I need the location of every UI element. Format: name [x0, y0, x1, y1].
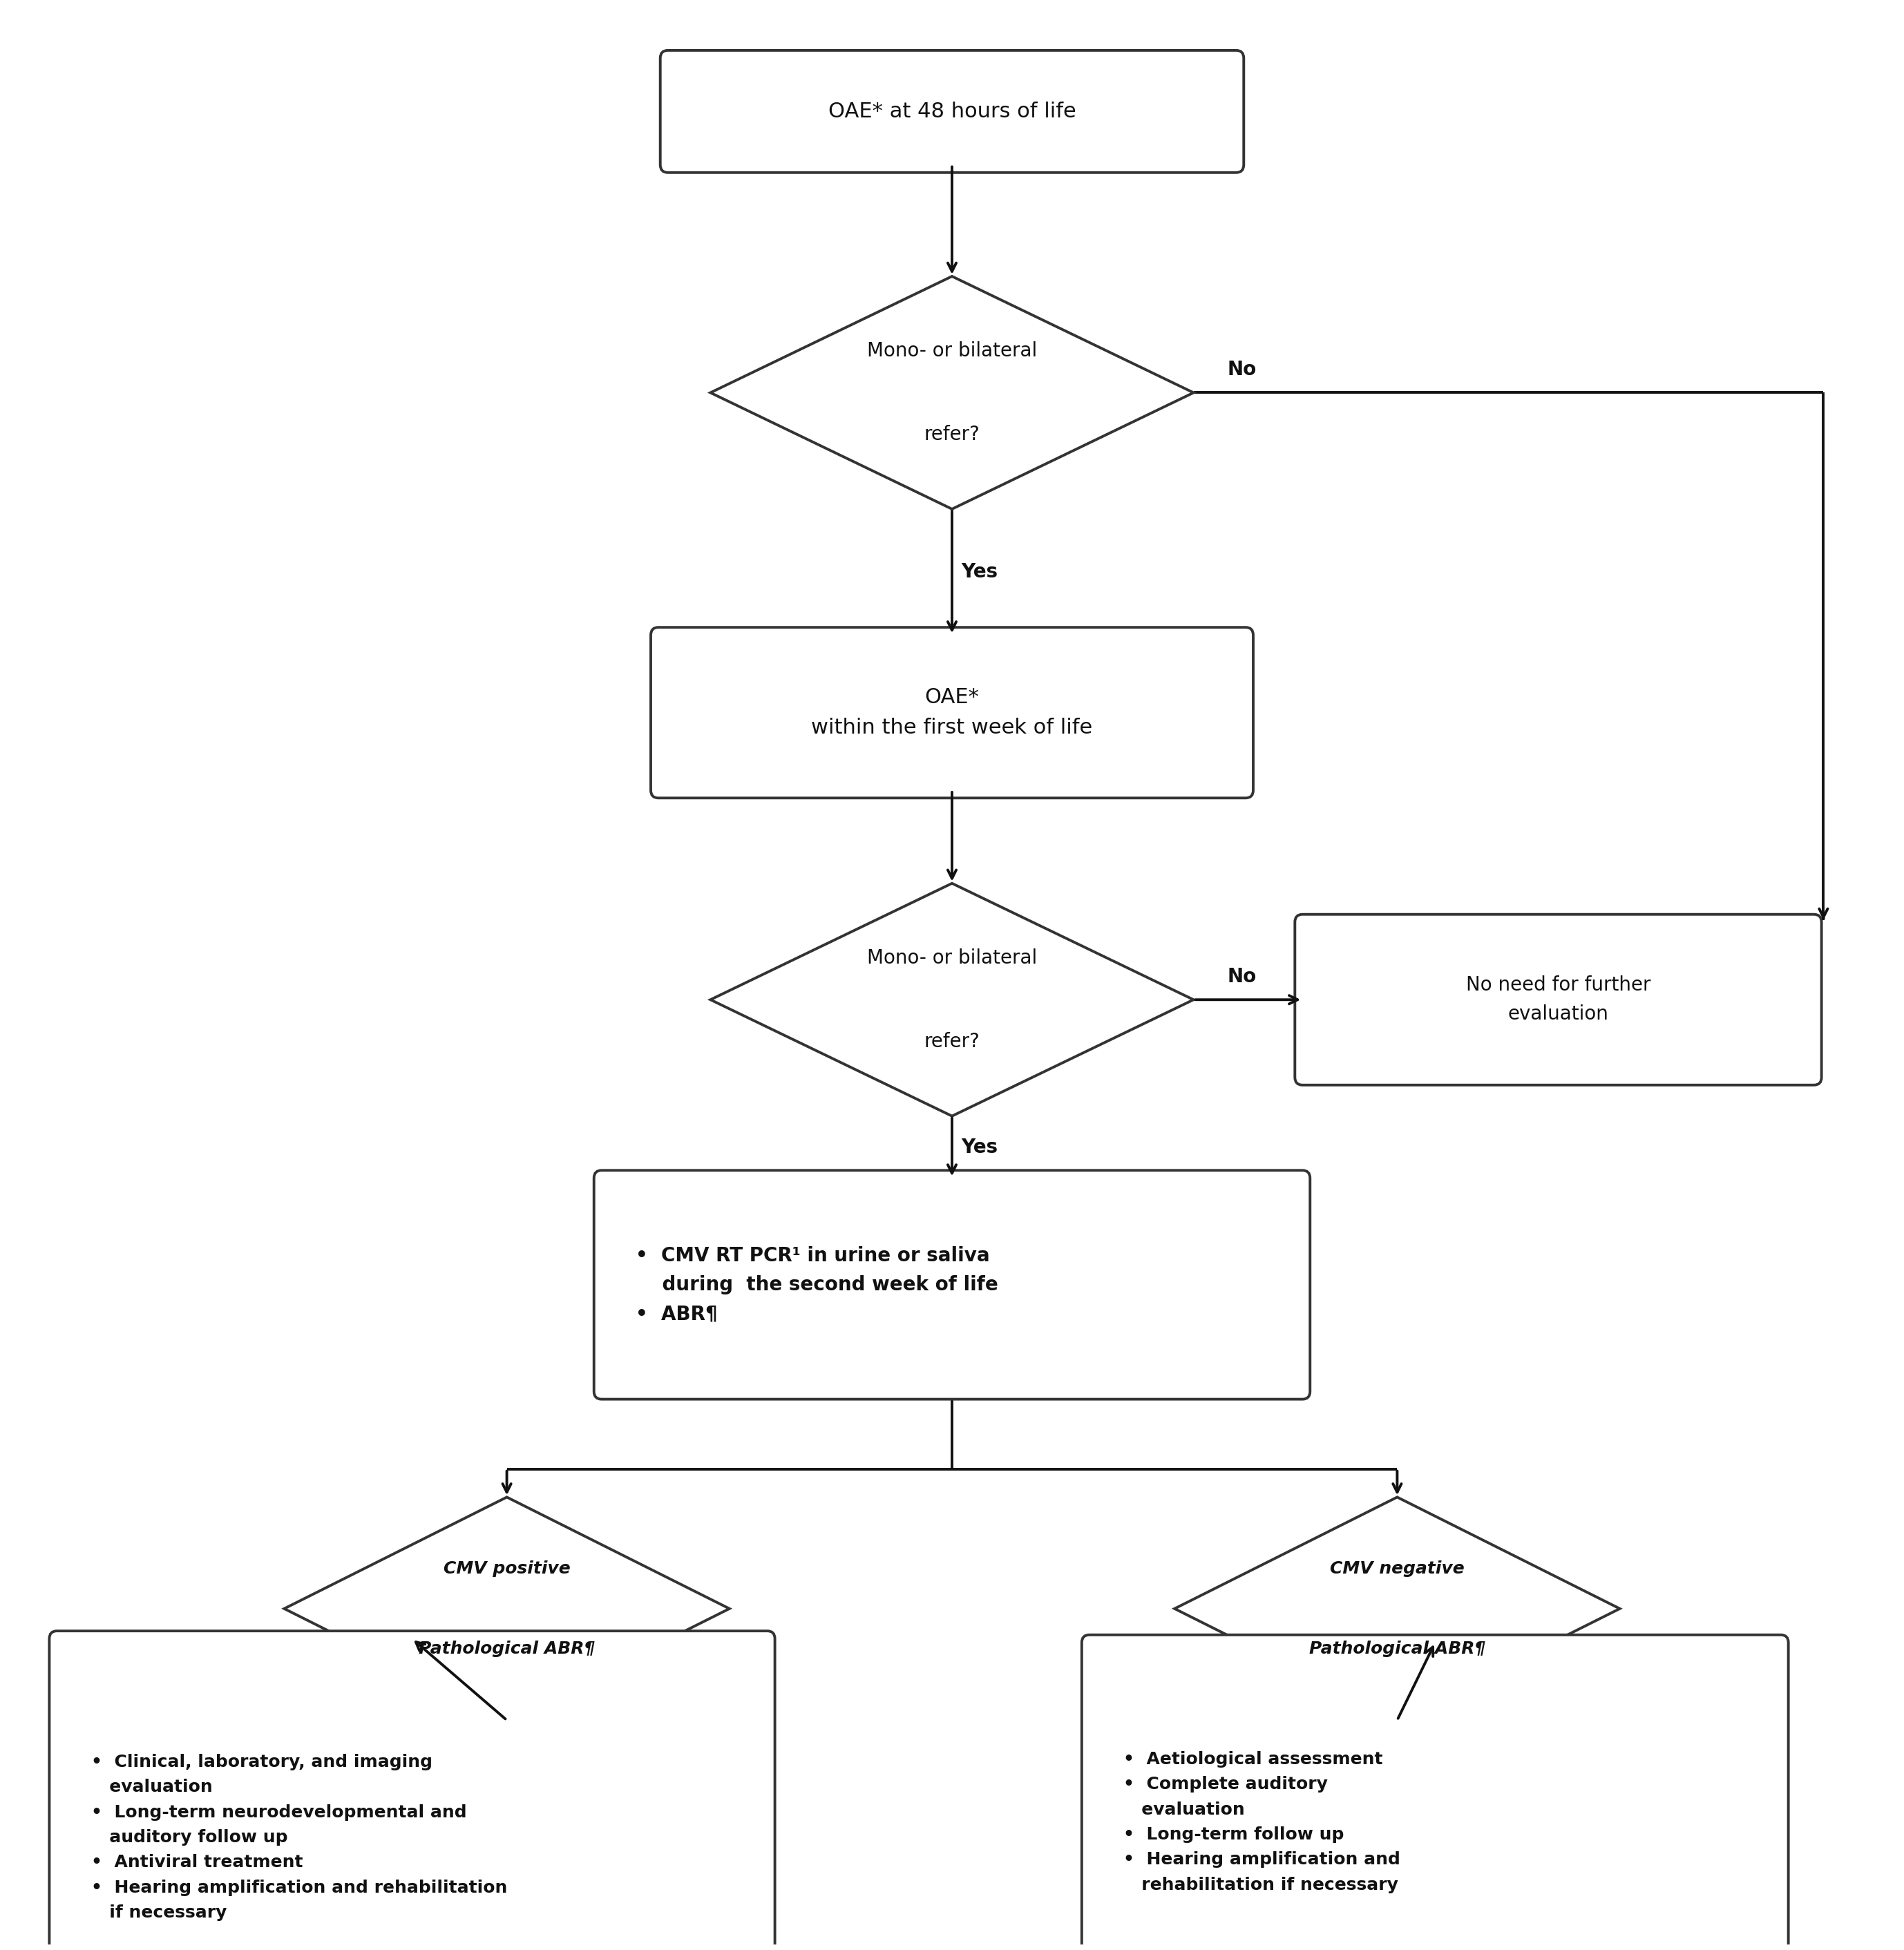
Text: No: No [1228, 967, 1257, 987]
Text: Yes: Yes [962, 1137, 998, 1156]
FancyBboxPatch shape [1081, 1634, 1788, 1950]
Text: CMV negative: CMV negative [1329, 1560, 1464, 1578]
Text: Yes: Yes [962, 562, 998, 581]
Text: Mono- or bilateral: Mono- or bilateral [866, 341, 1038, 361]
Text: No need for further
evaluation: No need for further evaluation [1466, 975, 1651, 1024]
FancyBboxPatch shape [50, 1630, 775, 1950]
Text: Pathological ABR¶: Pathological ABR¶ [1308, 1640, 1485, 1658]
Text: OAE*
within the first week of life: OAE* within the first week of life [811, 688, 1093, 737]
Text: •  CMV RT PCR¹ in urine or saliva
    during  the second week of life
•  ABR¶: • CMV RT PCR¹ in urine or saliva during … [636, 1246, 998, 1324]
Text: •  Aetiological assessment
•  Complete auditory
   evaluation
•  Long-term follo: • Aetiological assessment • Complete aud… [1123, 1751, 1399, 1893]
FancyBboxPatch shape [661, 51, 1243, 172]
FancyBboxPatch shape [594, 1170, 1310, 1400]
Text: Mono- or bilateral: Mono- or bilateral [866, 948, 1038, 967]
Text: No: No [1228, 359, 1257, 378]
Text: Pathological ABR¶: Pathological ABR¶ [419, 1640, 596, 1658]
Text: CMV positive: CMV positive [444, 1560, 571, 1578]
Text: refer?: refer? [923, 1032, 981, 1051]
Text: •  Clinical, laboratory, and imaging
   evaluation
•  Long-term neurodevelopment: • Clinical, laboratory, and imaging eval… [91, 1753, 506, 1921]
Polygon shape [284, 1498, 729, 1720]
Polygon shape [710, 277, 1194, 509]
Polygon shape [710, 883, 1194, 1115]
Polygon shape [1175, 1498, 1620, 1720]
Text: OAE* at 48 hours of life: OAE* at 48 hours of life [828, 101, 1076, 121]
FancyBboxPatch shape [1295, 915, 1822, 1084]
Text: refer?: refer? [923, 425, 981, 445]
FancyBboxPatch shape [651, 628, 1253, 798]
